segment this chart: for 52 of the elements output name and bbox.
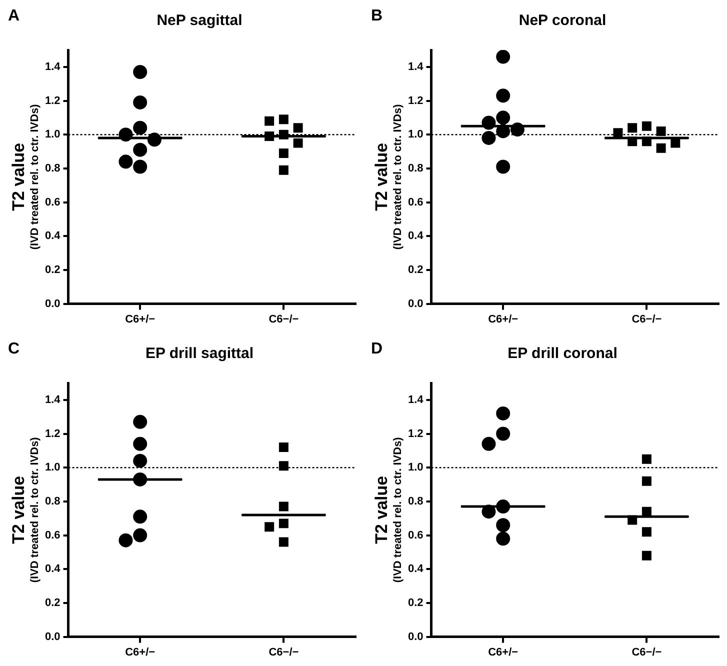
y-tick-label: 1.0 — [44, 462, 60, 474]
y-tick-label: 0.6 — [44, 529, 60, 542]
y-tick-label: 0.4 — [408, 230, 424, 242]
y-tick-label: 1.0 — [408, 462, 424, 474]
y-tick-label: 1.4 — [408, 394, 424, 406]
text: A — [8, 7, 20, 24]
x-tick-label: C6+/− — [488, 313, 518, 326]
y-tick-label: 0.0 — [408, 630, 424, 643]
y-axis-title: T2 value (IVD treated rel. to ctr. IVDs) — [372, 104, 404, 250]
chart-title: NeP coronal — [518, 12, 606, 30]
x-tick-label: C6+/− — [125, 313, 156, 326]
y-tick-label: 1.4 — [44, 60, 62, 73]
y-axis-title: T2 value (IVD treated rel. to ctr. IVDs) — [9, 104, 41, 250]
y-tick-label: 0.0 — [44, 298, 60, 310]
y-tick-label: 1.0 — [44, 128, 60, 141]
y-tick-label: 0.4 — [44, 563, 62, 576]
x-tick-label: C6−/− — [268, 646, 299, 658]
y-tick-label: 0.0 — [408, 298, 424, 310]
y-tick-label: 1.4 — [44, 394, 62, 406]
y-tick-label: 0.0 — [44, 630, 60, 643]
y-axis-title: T2 value (IVD treated rel. to ctr. IVDs) — [372, 436, 404, 583]
y-tick-label: 0.6 — [408, 196, 424, 208]
chart-title: NeP sagittal — [156, 12, 242, 30]
y-tick-label: 0.4 — [44, 230, 62, 242]
chart-title: EP drill sagittal — [145, 345, 254, 362]
y-tick-label: 0.6 — [44, 196, 60, 208]
y-tick-label: 1.2 — [408, 94, 424, 107]
y-tick-label: 0.2 — [408, 596, 424, 609]
y-tick-label: 1.2 — [44, 94, 60, 107]
x-tick-label: C6−/− — [268, 313, 299, 326]
text: C — [8, 340, 20, 358]
y-tick-label: 1.0 — [408, 128, 424, 141]
x-tick-label: C6+/− — [488, 646, 518, 658]
y-axis-title: T2 value (IVD treated rel. to ctr. IVDs) — [9, 436, 41, 583]
y-tick-label: 1.2 — [408, 428, 424, 440]
y-tick-label: 0.8 — [408, 162, 424, 174]
text: D — [371, 340, 383, 358]
y-tick-label: 1.4 — [408, 60, 424, 73]
y-tick-label: 0.4 — [408, 563, 424, 576]
y-tick-label: 1.2 — [44, 428, 60, 440]
y-tick-label: 0.8 — [408, 495, 424, 508]
chart-title: EP drill coronal — [508, 345, 618, 362]
x-tick-label: C6−/− — [632, 646, 662, 658]
y-tick-label: 0.8 — [44, 162, 60, 174]
x-tick-label: C6+/− — [125, 646, 156, 658]
text: B — [371, 7, 383, 24]
y-tick-label: 0.2 — [44, 596, 60, 609]
y-tick-label: 0.6 — [408, 529, 424, 542]
x-tick-label: C6−/− — [632, 313, 662, 326]
y-tick-label: 0.2 — [44, 264, 60, 276]
y-tick-label: 0.8 — [44, 495, 60, 508]
y-tick-label: 0.2 — [408, 264, 424, 276]
